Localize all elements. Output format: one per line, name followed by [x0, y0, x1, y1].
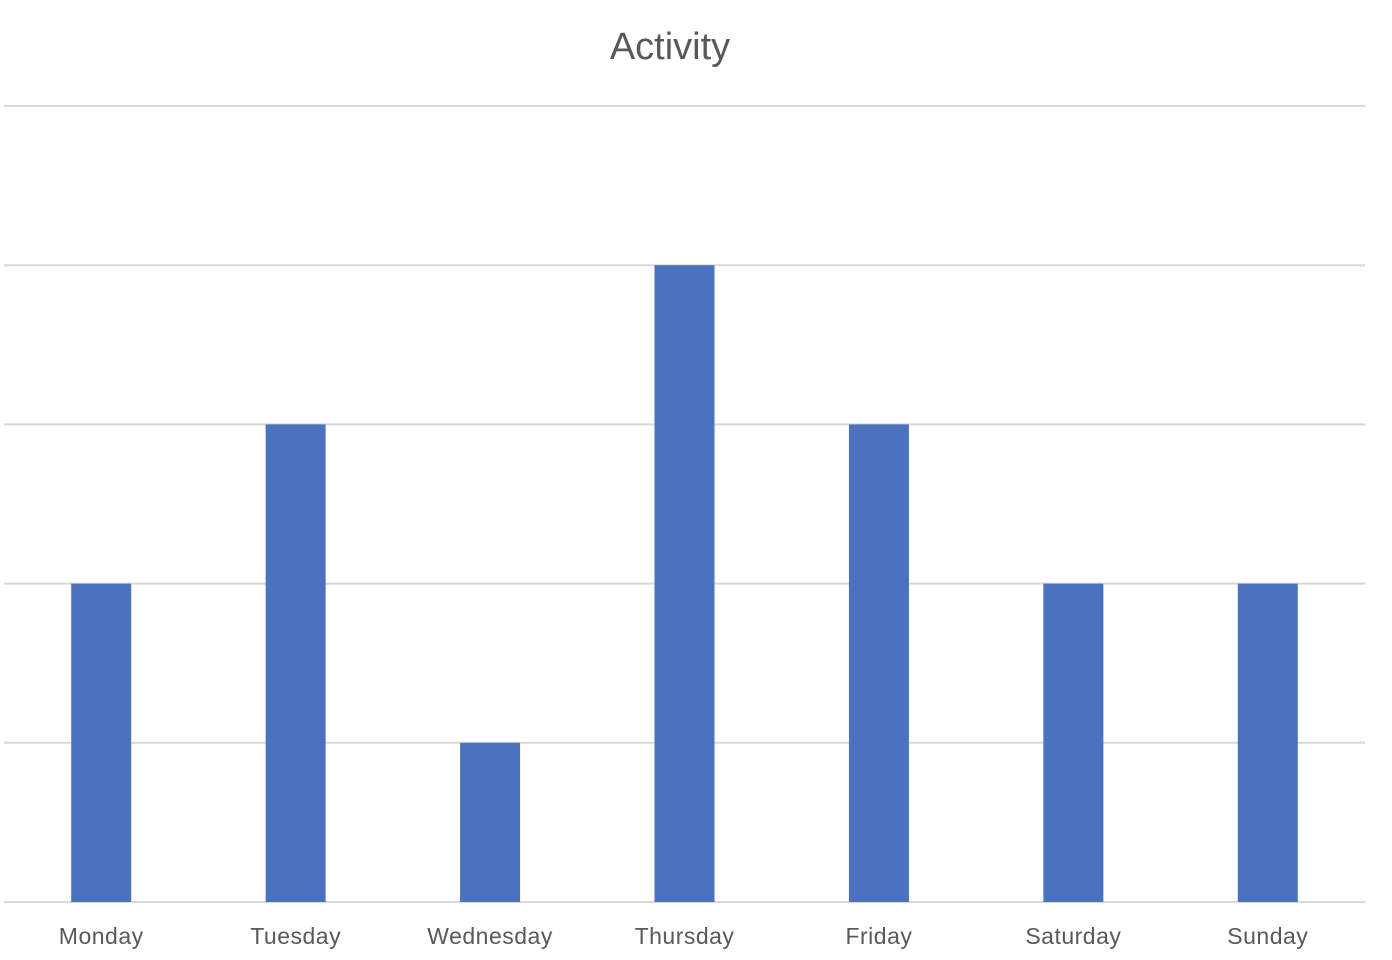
- bar-wednesday: [460, 742, 521, 902]
- bar-sunday: [1237, 583, 1298, 902]
- x-tick-label-tuesday: Tuesday: [250, 923, 341, 949]
- bar-monday: [71, 583, 132, 902]
- x-tick-label-thursday: Thursday: [635, 923, 735, 949]
- x-tick-label-wednesday: Wednesday: [427, 923, 553, 949]
- x-tick-label-saturday: Saturday: [1025, 923, 1121, 949]
- bars: [71, 265, 1298, 902]
- chart-title: Activity: [609, 26, 731, 68]
- bar-saturday: [1043, 583, 1104, 902]
- bar-friday: [848, 424, 909, 902]
- bar-thursday: [654, 265, 715, 902]
- x-tick-label-friday: Friday: [845, 923, 912, 949]
- bar-tuesday: [265, 424, 326, 902]
- x-tick-label-monday: Monday: [59, 923, 144, 949]
- x-tick-label-sunday: Sunday: [1227, 923, 1308, 949]
- x-tick-labels: Monday Tuesday Wednesday Thursday Friday Satu…: [59, 923, 1308, 949]
